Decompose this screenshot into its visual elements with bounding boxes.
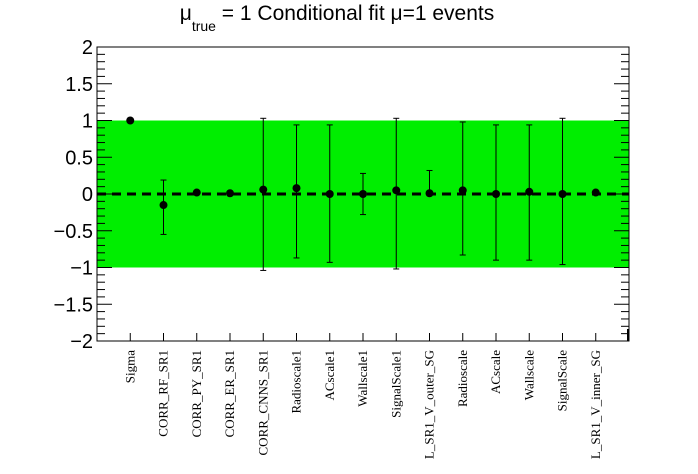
chart-title: μtrue = 1 Conditional fit μ=1 events xyxy=(180,2,495,34)
chart-title-rest: = 1 Conditional fit μ=1 events xyxy=(216,2,494,25)
data-point xyxy=(492,190,500,198)
data-points xyxy=(126,116,600,271)
data-point xyxy=(259,185,268,194)
data-point xyxy=(458,186,467,195)
y-tick-label: −1.5 xyxy=(54,294,93,316)
x-tick-label: CORR_CNNS_SR1 xyxy=(255,350,270,455)
data-point xyxy=(591,188,600,197)
x-tick-label: ACscale xyxy=(488,350,503,394)
x-tick-label: Wallscale1 xyxy=(355,350,370,407)
y-tick-label: −2 xyxy=(70,331,93,353)
y-tick-label: −0.5 xyxy=(54,221,93,243)
y-tick-label: 0 xyxy=(82,184,93,206)
y-tick-label: 1.5 xyxy=(65,74,93,96)
data-point xyxy=(126,116,135,125)
y-tick-label: 1 xyxy=(82,111,93,133)
x-tick-label: ACscale1 xyxy=(322,350,337,401)
data-point xyxy=(159,201,168,210)
x-tick-label: SignalScale1 xyxy=(388,350,403,418)
data-point xyxy=(525,187,534,196)
x-tick-label: SignalScale xyxy=(555,350,570,412)
x-axis-labels: Sigma CORR_RF_SR1 CORR_PY_SR1 CORR_ER_SR1 CO… xyxy=(122,350,603,459)
x-tick-label: CORR_RF_SR1 xyxy=(156,350,171,437)
data-point xyxy=(359,190,367,198)
data-point xyxy=(425,189,434,198)
data-point xyxy=(192,188,201,197)
x-tick-label: Radioscale1 xyxy=(289,350,304,414)
x-tick-label: Wallscale xyxy=(521,350,536,400)
y-tick-label: 2 xyxy=(82,37,93,59)
data-point xyxy=(292,184,301,193)
plot-frame xyxy=(96,46,630,342)
y-tick-label: 0.5 xyxy=(65,147,93,169)
x-tick-label: CORR_PY_SR1 xyxy=(189,350,204,437)
data-point xyxy=(392,186,401,195)
data-point xyxy=(325,190,334,198)
y-axis-labels: 2 1.5 1 0.5 0 −0.5 −1 −1.5 −2 xyxy=(54,37,93,353)
y-tick-label: −1 xyxy=(70,258,93,280)
x-tick-label: L_SR1_V_outer_SG xyxy=(422,350,437,459)
x-tick-label: Sigma xyxy=(122,350,137,383)
x-tick-label: Radioscale xyxy=(455,350,470,407)
chart-title-subscript: true xyxy=(192,18,216,34)
x-tick-label: L_SR1_V_inner_SG xyxy=(588,350,603,459)
data-point xyxy=(558,190,567,198)
data-point xyxy=(226,189,234,198)
chart-title-symbol: μ xyxy=(180,2,192,25)
x-tick-label: CORR_ER_SR1 xyxy=(222,350,237,437)
